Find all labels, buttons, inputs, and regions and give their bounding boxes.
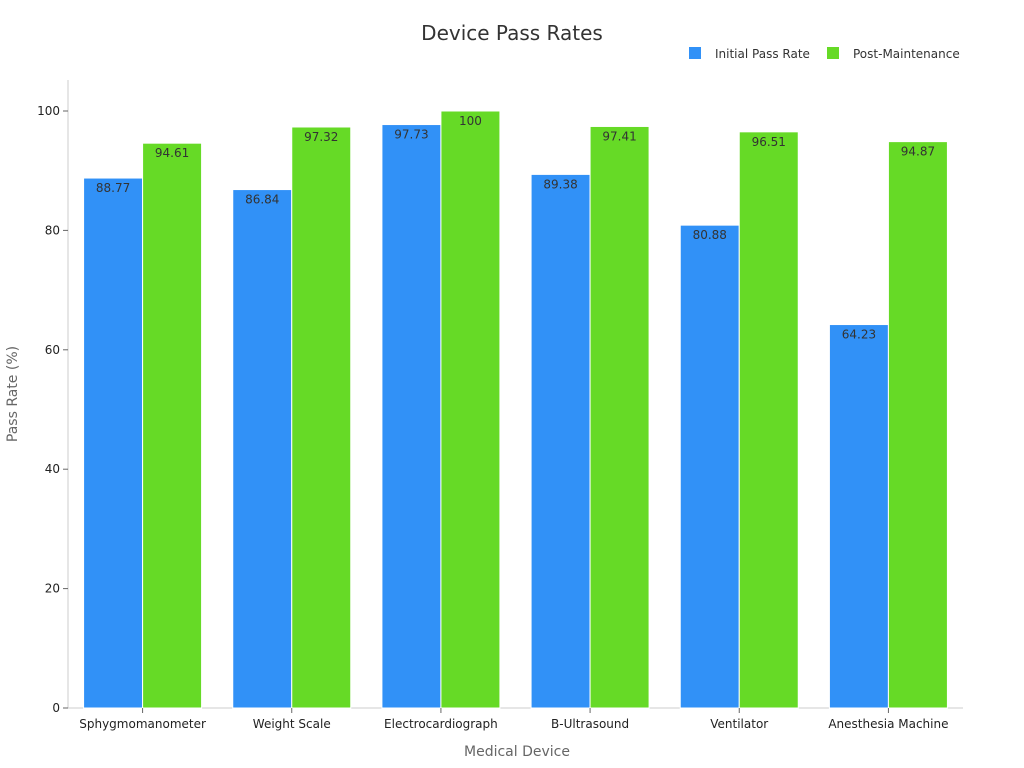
y-ticks: 0 20 40 60 80 100 [37, 104, 68, 715]
bar-label-initial-pass-rate-weight-scale: 86.84 [245, 193, 279, 207]
bar-label-post-maintenance-weight-scale: 97.32 [304, 130, 338, 144]
bar-initial-pass-rate-weight-scale [232, 189, 293, 709]
bar-label-post-maintenance-anesthesia-machine: 94.87 [901, 145, 935, 159]
bar-label-initial-pass-rate-anesthesia-machine: 64.23 [842, 328, 876, 342]
x-tick-label-weight-scale: Weight Scale [253, 717, 331, 731]
bars [83, 110, 948, 709]
bar-label-initial-pass-rate-sphygmomanometer: 88.77 [96, 181, 130, 195]
y-tick-label-20: 20 [45, 582, 60, 596]
bar-initial-pass-rate-electrocardiograph [381, 124, 442, 709]
bar-initial-pass-rate-anesthesia-machine [828, 324, 889, 709]
bar-labels: 88.77 94.61 86.84 97.32 97.73 100 89.38 97.41 80… [96, 114, 935, 342]
bar-label-initial-pass-rate-ventilator: 80.88 [693, 228, 727, 242]
chart-title: Device Pass Rates [421, 21, 603, 45]
bar-label-initial-pass-rate-electrocardiograph: 97.73 [394, 128, 428, 142]
bar-label-post-maintenance-b-ultrasound: 97.41 [602, 129, 636, 143]
legend-label-initial-pass-rate: Initial Pass Rate [715, 47, 810, 61]
x-tick-label-anesthesia-machine: Anesthesia Machine [828, 717, 948, 731]
legend: Initial Pass Rate Post-Maintenance [689, 47, 960, 61]
bar-post-maintenance-weight-scale [291, 126, 352, 709]
bar-initial-pass-rate-ventilator [679, 224, 740, 709]
bar-initial-pass-rate-b-ultrasound [530, 173, 591, 709]
y-tick-label-60: 60 [45, 343, 60, 357]
bar-label-post-maintenance-sphygmomanometer: 94.61 [155, 146, 189, 160]
x-axis-title: Medical Device [464, 744, 570, 760]
bar-label-initial-pass-rate-b-ultrasound: 89.38 [543, 177, 577, 191]
y-tick-label-0: 0 [52, 701, 60, 715]
bar-post-maintenance-anesthesia-machine [887, 141, 948, 709]
y-tick-label-100: 100 [37, 104, 60, 118]
x-tick-label-electrocardiograph: Electrocardiograph [384, 717, 498, 731]
bar-post-maintenance-ventilator [738, 131, 799, 709]
bar-label-post-maintenance-electrocardiograph: 100 [459, 114, 482, 128]
bar-initial-pass-rate-sphygmomanometer [83, 177, 144, 709]
x-tick-label-b-ultrasound: B-Ultrasound [551, 717, 629, 731]
legend-swatch-post-maintenance [827, 47, 839, 59]
y-tick-label-80: 80 [45, 223, 60, 237]
x-tick-label-ventilator: Ventilator [710, 717, 768, 731]
y-axis-title: Pass Rate (%) [5, 346, 21, 442]
legend-label-post-maintenance: Post-Maintenance [853, 47, 960, 61]
x-ticks: Sphygmomanometer Weight Scale Electrocardi… [79, 708, 948, 731]
bar-post-maintenance-sphygmomanometer [142, 142, 203, 709]
y-tick-label-40: 40 [45, 462, 60, 476]
bar-label-post-maintenance-ventilator: 96.51 [752, 135, 786, 149]
legend-swatch-initial-pass-rate [689, 47, 701, 59]
x-tick-label-sphygmomanometer: Sphygmomanometer [79, 717, 206, 731]
axes [67, 80, 963, 709]
bar-post-maintenance-b-ultrasound [589, 125, 650, 709]
bar-post-maintenance-electrocardiograph [440, 110, 501, 709]
